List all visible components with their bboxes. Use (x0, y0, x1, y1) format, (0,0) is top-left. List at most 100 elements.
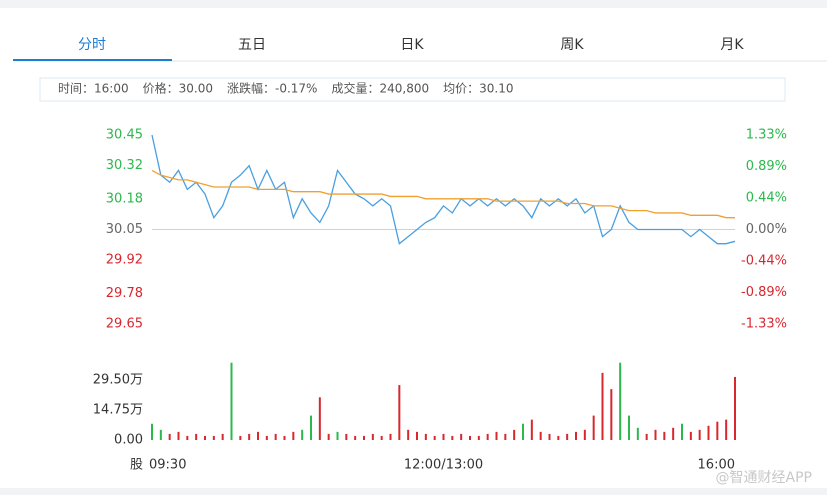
volume-bar (318, 397, 321, 440)
y-tick-label: 14.75万 (93, 403, 143, 418)
volume-bar (575, 431, 577, 440)
volume-bar (248, 433, 251, 440)
volume-bar (257, 431, 259, 440)
info-value: -0.17% (275, 82, 317, 96)
volume-bar (583, 429, 586, 440)
info-value: 30.00 (179, 82, 213, 96)
y-tick-label: 29.50万 (93, 373, 143, 388)
volume-bar (151, 423, 153, 440)
volume-bar (168, 433, 171, 440)
tab[interactable]: 日K (400, 37, 424, 53)
y-tick-label: 30.18 (106, 191, 143, 206)
volume-bar (336, 431, 339, 440)
volume-bar (274, 433, 277, 440)
volume-bar (557, 435, 560, 440)
volume-bar (566, 433, 569, 440)
volume-bar (230, 362, 233, 440)
volume-bar (380, 435, 383, 440)
volume-bar (239, 435, 242, 440)
y-tick-label: 30.32 (106, 158, 143, 173)
volume-bar (451, 435, 454, 440)
volume-bar (539, 431, 542, 440)
info-label: 价格： (143, 81, 179, 96)
volume-bar (504, 433, 507, 440)
y-tick-label: 30.45 (106, 128, 143, 143)
volume-bar (354, 435, 357, 440)
volume-bar (407, 429, 410, 440)
volume-bar (204, 435, 206, 440)
volume-bar (530, 419, 533, 440)
tab[interactable]: 月K (720, 37, 744, 53)
y2-tick-label: -0.44% (741, 253, 787, 268)
info-label: 涨跌幅： (227, 81, 275, 96)
average-line (151, 169, 735, 219)
volume-bar (177, 431, 180, 440)
volume-bar (212, 435, 215, 440)
volume-bar (159, 429, 162, 440)
y2-tick-label: 0.89% (746, 159, 787, 174)
volume-bar (725, 419, 728, 440)
info-value: 30.10 (479, 82, 513, 96)
tab[interactable]: 五日 (238, 37, 266, 53)
y-tick-label: 0.00 (114, 433, 143, 448)
volume-bar (734, 376, 736, 440)
volume-bar (698, 429, 701, 440)
volume-bar (345, 433, 348, 440)
tab[interactable]: 分时 (78, 37, 106, 53)
volume-bar (610, 389, 613, 440)
info-value: 16:00 (94, 82, 129, 96)
volume-bar (707, 425, 710, 440)
volume-bar (548, 433, 551, 440)
info-label: 成交量： (331, 81, 379, 96)
volume-bar (672, 427, 675, 440)
volume-bar (283, 435, 286, 440)
info-label: 时间： (58, 82, 94, 96)
x-tick-label: 16:00 (698, 458, 735, 473)
volume-bar (592, 415, 595, 440)
volume-bar (495, 431, 498, 440)
volume-bar (301, 429, 304, 440)
tab[interactable]: 周K (560, 37, 584, 53)
volume-bar (689, 431, 692, 440)
y-tick-label: 30.05 (106, 222, 143, 237)
volume-bar (636, 427, 639, 440)
volume-bar (619, 362, 622, 440)
volume-bar (433, 435, 436, 440)
volume-bar (654, 429, 657, 440)
watermark: @智通财经APP (716, 470, 812, 486)
x-axis-label: 股 (130, 458, 143, 473)
volume-bar (195, 433, 198, 440)
x-tick-label: 09:30 (149, 458, 186, 473)
info-value: 240,800 (379, 82, 429, 96)
volume-bar (389, 433, 392, 440)
volume-bar (628, 415, 630, 440)
volume-bar (398, 385, 401, 440)
volume-bar (292, 431, 295, 440)
volume-bar (522, 423, 524, 440)
bottom-strip (0, 488, 827, 495)
volume-bar (645, 433, 648, 440)
y2-tick-label: 1.33% (746, 128, 787, 143)
volume-bar (424, 433, 427, 440)
y2-tick-label: -0.89% (741, 285, 787, 300)
volume-bar (469, 435, 471, 440)
tab-underline (13, 59, 172, 61)
y-tick-label: 29.65 (106, 317, 143, 332)
volume-bar (477, 435, 480, 440)
volume-bar (716, 421, 719, 440)
info-bar (39, 77, 786, 102)
volume-bar (442, 433, 445, 440)
volume-bar (486, 433, 489, 440)
volume-bar (513, 429, 516, 440)
volume-bar (601, 372, 604, 440)
price-line (151, 134, 736, 245)
volume-bar (363, 435, 365, 440)
volume-bar (460, 433, 463, 440)
y-tick-label: 29.78 (106, 286, 143, 301)
x-tick-label: 12:00/13:00 (404, 458, 483, 473)
volume-bar (681, 423, 683, 440)
volume-bar (327, 433, 330, 440)
top-strip (0, 0, 827, 8)
volume-bar (663, 431, 666, 440)
